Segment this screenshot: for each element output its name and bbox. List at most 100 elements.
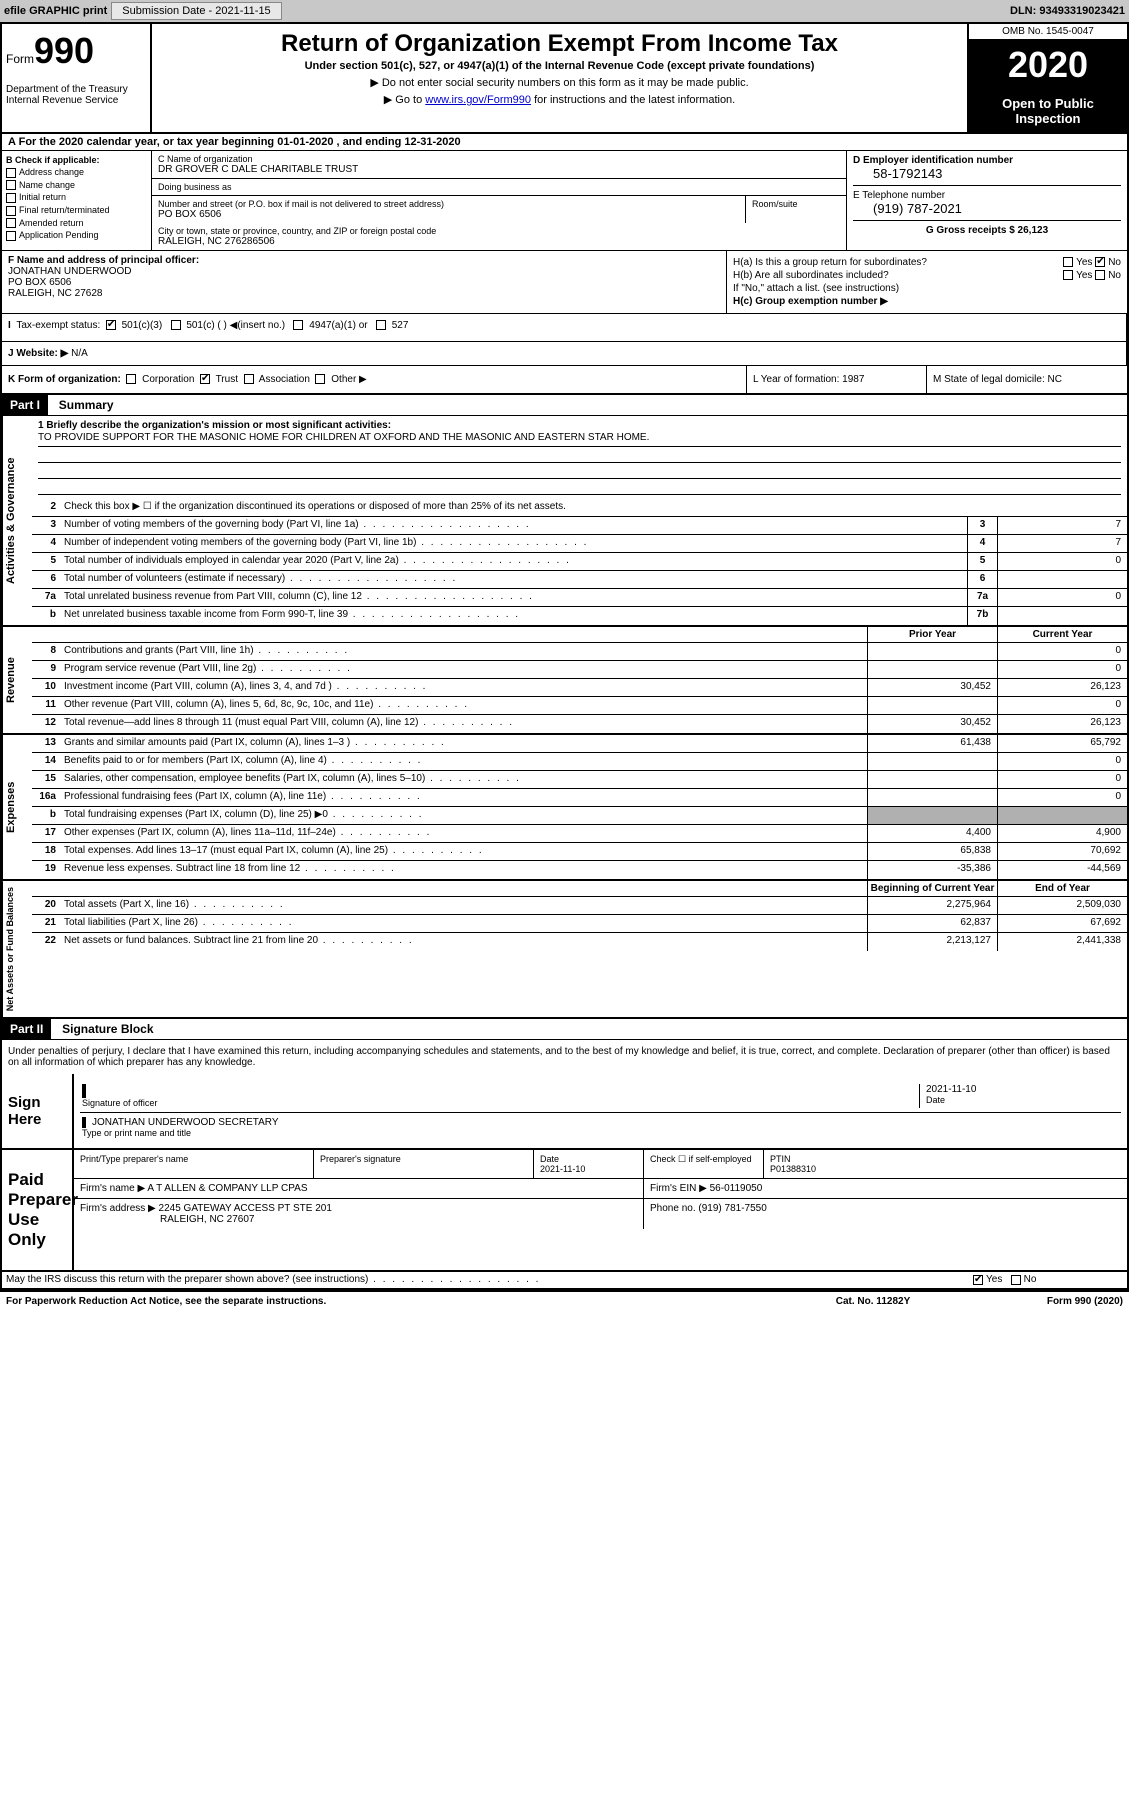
vert-governance: Activities & Governance	[2, 416, 32, 625]
chk-amended-return[interactable]: Amended return	[6, 218, 147, 229]
city-label: City or town, state or province, country…	[158, 226, 840, 236]
group-return: H(a) Is this a group return for subordin…	[727, 251, 1127, 313]
org-name: DR GROVER C DALE CHARITABLE TRUST	[158, 164, 840, 175]
line-17: 17Other expenses (Part IX, column (A), l…	[32, 825, 1127, 843]
form-note-2: ▶ Go to www.irs.gov/Form990 for instruct…	[160, 93, 959, 106]
period-row: A For the 2020 calendar year, or tax yea…	[2, 134, 1127, 151]
chk-association[interactable]: Association	[244, 374, 310, 385]
chk-name-change[interactable]: Name change	[6, 180, 147, 191]
chk-corporation[interactable]: Corporation	[126, 374, 194, 385]
expenses-section: Expenses 13Grants and similar amounts pa…	[2, 735, 1127, 881]
vert-net-assets: Net Assets or Fund Balances	[2, 881, 32, 1017]
prep-date-header: Date 2021-11-10	[534, 1150, 644, 1178]
efile-label: efile GRAPHIC print	[4, 5, 107, 17]
line-6: 6Total number of volunteers (estimate if…	[32, 571, 1127, 589]
line-b: bTotal fundraising expenses (Part IX, co…	[32, 807, 1127, 825]
cat-no: Cat. No. 11282Y	[773, 1296, 973, 1307]
principal-officer: F Name and address of principal officer:…	[2, 251, 727, 313]
addr-label: Number and street (or P.O. box if mail i…	[158, 199, 739, 209]
line-19: 19Revenue less expenses. Subtract line 1…	[32, 861, 1127, 879]
discuss-row: May the IRS discuss this return with the…	[2, 1272, 1127, 1290]
chk-501c[interactable]: 501(c) ( ) ◀(insert no.)	[171, 320, 286, 331]
line-4: 4Number of independent voting members of…	[32, 535, 1127, 553]
revenue-header: Prior Year Current Year	[32, 627, 1127, 643]
line-11: 11Other revenue (Part VIII, column (A), …	[32, 697, 1127, 715]
line-13: 13Grants and similar amounts paid (Part …	[32, 735, 1127, 753]
dba-label: Doing business as	[158, 182, 840, 192]
ha-no[interactable]: No	[1095, 257, 1121, 268]
chk-trust[interactable]: Trust	[200, 374, 238, 385]
chk-527[interactable]: 527	[376, 320, 408, 331]
part-1-header: Part I Summary	[2, 395, 1127, 416]
check-applicable: B Check if applicable: Address change Na…	[2, 151, 152, 250]
revenue-section: Revenue Prior Year Current Year 8Contrib…	[2, 627, 1127, 735]
net-header: Beginning of Current Year End of Year	[32, 881, 1127, 897]
prep-name-header: Print/Type preparer's name	[74, 1150, 314, 1178]
irs-link[interactable]: www.irs.gov/Form990	[425, 94, 531, 106]
room-label: Room/suite	[752, 199, 840, 209]
mission-block: 1 Briefly describe the organization's mi…	[32, 416, 1127, 499]
sign-here-label: Sign Here	[2, 1074, 72, 1148]
website-label: J Website: ▶	[8, 348, 68, 359]
gross-receipts: G Gross receipts $ 26,123	[853, 225, 1121, 236]
firm-addr: 2245 GATEWAY ACCESS PT STE 201	[159, 1203, 332, 1214]
firm-name: A T ALLEN & COMPANY LLP CPAS	[147, 1183, 307, 1194]
state-domicile: M State of legal domicile: NC	[927, 366, 1127, 393]
chk-4947[interactable]: 4947(a)(1) or	[293, 320, 367, 331]
form-note-1: ▶ Do not enter social security numbers o…	[160, 76, 959, 89]
website-value: N/A	[71, 348, 88, 359]
perjury-text: Under penalties of perjury, I declare th…	[2, 1040, 1127, 1074]
ha-yes[interactable]: Yes	[1063, 257, 1092, 268]
paperwork-notice: For Paperwork Reduction Act Notice, see …	[6, 1296, 773, 1307]
department-label: Department of the Treasury Internal Reve…	[6, 84, 146, 106]
ein-value: 58-1792143	[853, 166, 1121, 181]
sig-date: 2021-11-10	[926, 1084, 1119, 1095]
tax-status-row: I Tax-exempt status: 501(c)(3) 501(c) ( …	[2, 314, 1127, 342]
chk-final-return[interactable]: Final return/terminated	[6, 205, 147, 216]
vert-expenses: Expenses	[2, 735, 32, 879]
city-value: RALEIGH, NC 276286506	[158, 236, 840, 247]
line-18: 18Total expenses. Add lines 13–17 (must …	[32, 843, 1127, 861]
chk-initial-return[interactable]: Initial return	[6, 192, 147, 203]
line-b: bNet unrelated business taxable income f…	[32, 607, 1127, 625]
chk-other[interactable]: Other ▶	[315, 374, 366, 385]
paid-preparer-row: Paid Preparer Use Only Print/Type prepar…	[2, 1150, 1127, 1272]
prep-sig-header: Preparer's signature	[314, 1150, 534, 1178]
line-10: 10Investment income (Part VIII, column (…	[32, 679, 1127, 697]
submission-date-button[interactable]: Submission Date - 2021-11-15	[111, 2, 281, 20]
line-9: 9Program service revenue (Part VIII, lin…	[32, 661, 1127, 679]
discuss-yes[interactable]: Yes	[973, 1274, 1002, 1285]
line-22: 22Net assets or fund balances. Subtract …	[32, 933, 1127, 951]
org-info: C Name of organization DR GROVER C DALE …	[152, 151, 847, 250]
phone-value: (919) 787-2021	[853, 201, 1121, 216]
chk-address-change[interactable]: Address change	[6, 167, 147, 178]
ein-label: D Employer identification number	[853, 155, 1121, 166]
line-12: 12Total revenue—add lines 8 through 11 (…	[32, 715, 1127, 733]
line-7a: 7aTotal unrelated business revenue from …	[32, 589, 1127, 607]
line-3: 3Number of voting members of the governi…	[32, 517, 1127, 535]
part-2-header: Part II Signature Block	[2, 1019, 1127, 1040]
chk-501c3[interactable]: 501(c)(3)	[106, 320, 162, 331]
footer: For Paperwork Reduction Act Notice, see …	[0, 1292, 1129, 1311]
name-label: C Name of organization	[158, 154, 840, 164]
line-8: 8Contributions and grants (Part VIII, li…	[32, 643, 1127, 661]
mission-text: TO PROVIDE SUPPORT FOR THE MASONIC HOME …	[38, 431, 1121, 447]
net-assets-section: Net Assets or Fund Balances Beginning of…	[2, 881, 1127, 1019]
prep-self-header: Check ☐ if self-employed	[644, 1150, 764, 1178]
topbar: efile GRAPHIC print Submission Date - 20…	[0, 0, 1129, 22]
form-org-row: K Form of organization: Corporation Trus…	[2, 366, 1127, 395]
hb-no[interactable]: No	[1095, 270, 1121, 281]
governance-section: Activities & Governance 1 Briefly descri…	[2, 416, 1127, 627]
chk-application-pending[interactable]: Application Pending	[6, 230, 147, 241]
form-header: Form990 Department of the Treasury Inter…	[2, 24, 1127, 134]
line-15: 15Salaries, other compensation, employee…	[32, 771, 1127, 789]
omb-number: OMB No. 1545-0047	[969, 24, 1127, 40]
firm-city: RALEIGH, NC 27607	[80, 1214, 637, 1225]
officer-name: JONATHAN UNDERWOOD SECRETARY	[82, 1117, 1119, 1128]
dln-label: DLN: 93493319023421	[1010, 5, 1125, 17]
sign-here-row: Sign Here Signature of officer 2021-11-1…	[2, 1074, 1127, 1150]
hb-yes[interactable]: Yes	[1063, 270, 1092, 281]
line-16a: 16aProfessional fundraising fees (Part I…	[32, 789, 1127, 807]
sig-officer-label: Signature of officer	[82, 1098, 919, 1108]
discuss-no[interactable]: No	[1011, 1274, 1037, 1285]
